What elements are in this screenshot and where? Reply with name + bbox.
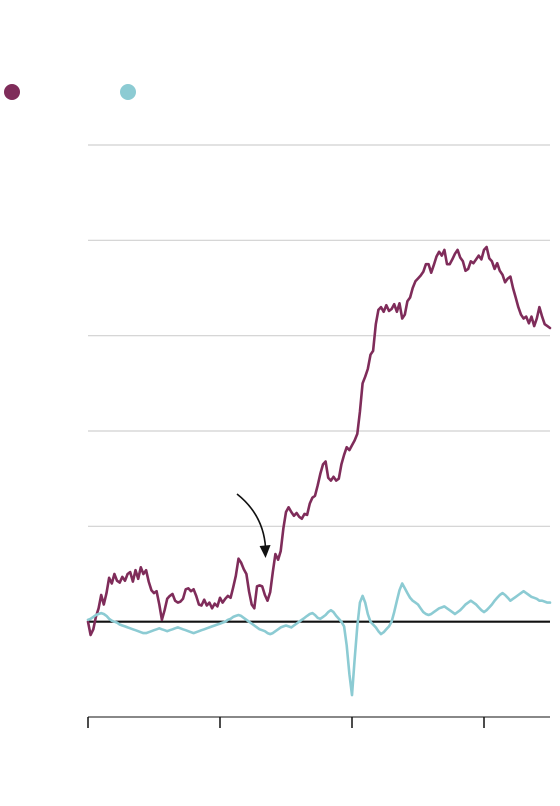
x-axis (87, 716, 550, 728)
series-lines (86, 245, 552, 697)
annotation-arrow-head (259, 545, 271, 558)
legend-marker-1 (4, 84, 20, 100)
series-line-1 (86, 245, 552, 637)
series-line-2 (86, 582, 552, 697)
annotation (236, 493, 271, 558)
gridlines (88, 144, 550, 527)
annotation-arrow-shaft (236, 493, 267, 549)
legend-marker-2 (120, 84, 136, 100)
legend (4, 84, 136, 100)
